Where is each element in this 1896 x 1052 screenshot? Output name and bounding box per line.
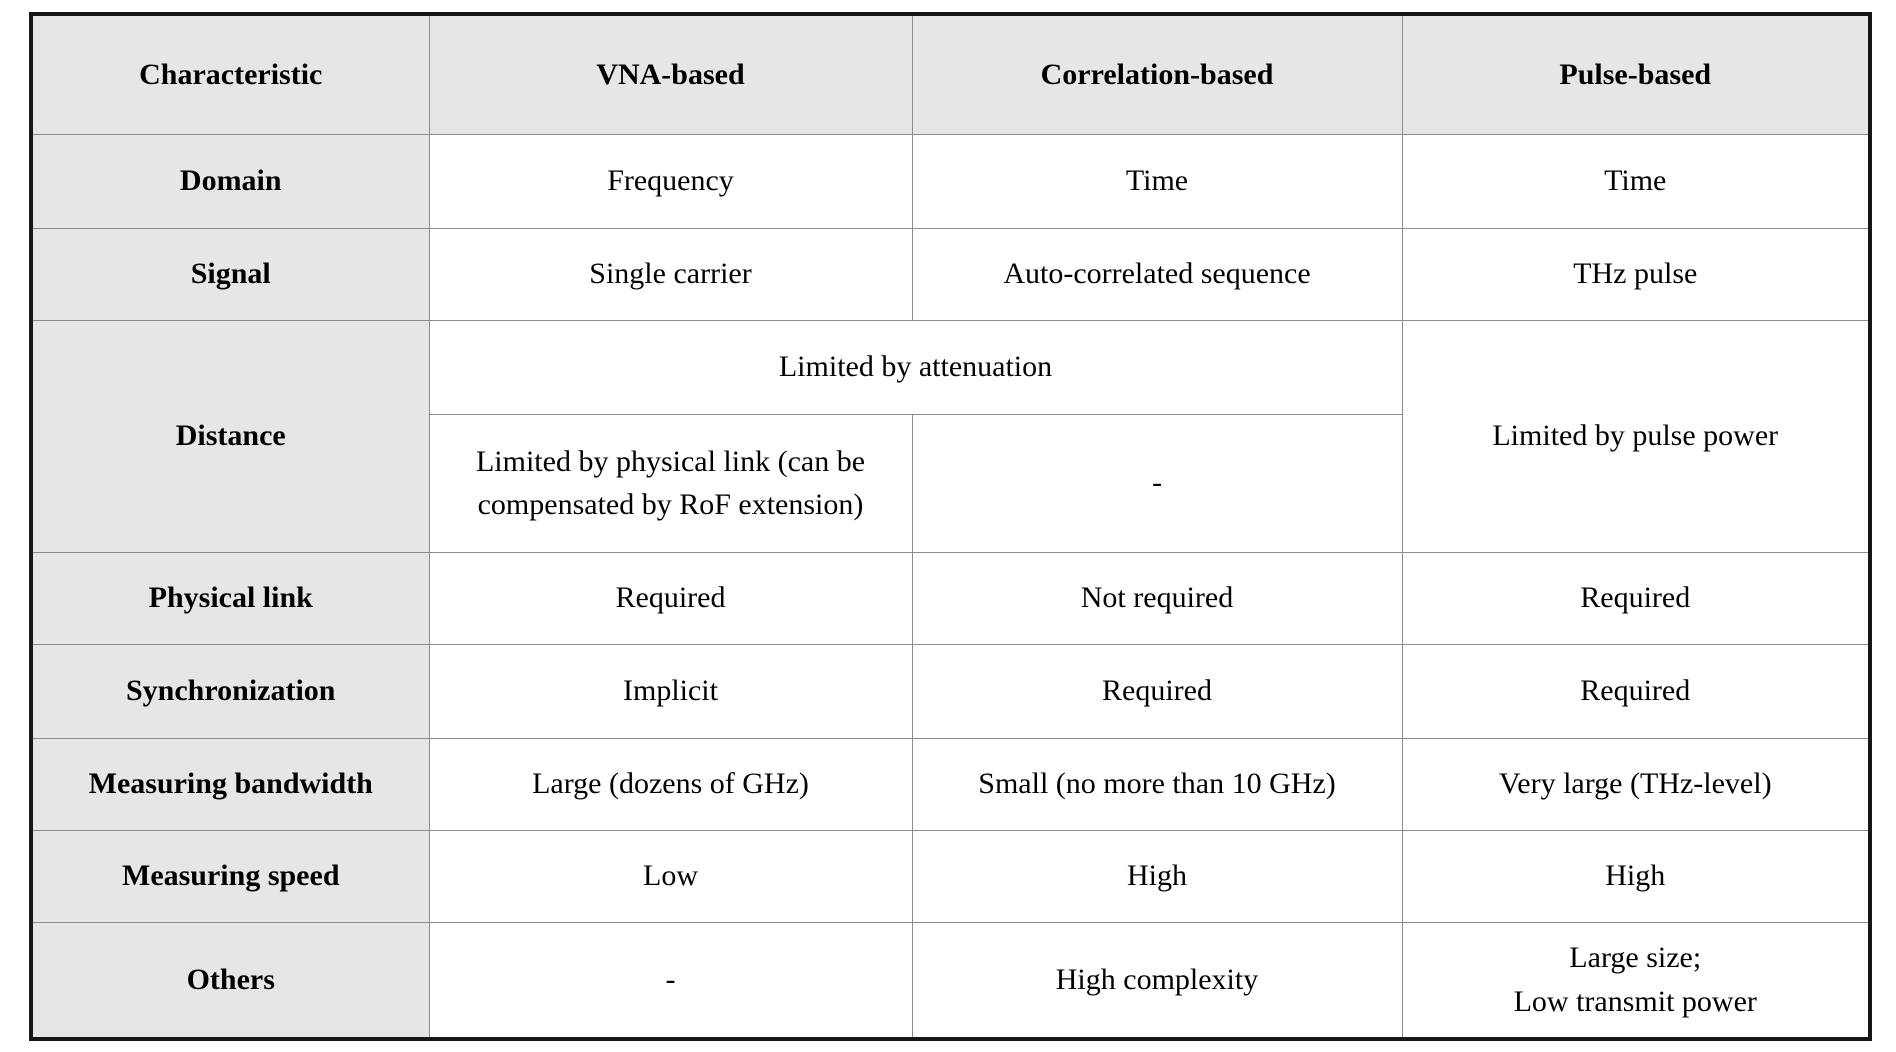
row-label-physical-link: Physical link (30, 551, 430, 645)
cell-measuring-speed-pulse: High (1401, 829, 1871, 923)
cell-domain-pulse: Time (1401, 133, 1871, 229)
cell-signal-pulse: THz pulse (1401, 227, 1871, 321)
cell-physical-link-pulse: Required (1401, 551, 1871, 645)
cell-measuring-bandwidth-vna: Large (dozens of GHz) (428, 737, 913, 831)
cell-others-vna: - (428, 921, 913, 1040)
cell-others-pulse-line1: Large size; (1569, 941, 1702, 975)
cell-signal-correlation: Auto-correlated sequence (911, 227, 1403, 321)
comparison-table: Characteristic VNA-based Correlation-bas… (29, 12, 1872, 1041)
cell-others-pulse: Large size; Low transmit power (1401, 921, 1871, 1040)
row-label-signal: Signal (30, 227, 430, 321)
cell-measuring-speed-vna: Low (428, 829, 913, 923)
cell-measuring-bandwidth-pulse: Very large (THz-level) (1401, 737, 1871, 831)
table-row-synchronization: Synchronization Implicit Required Requir… (30, 643, 1871, 739)
cell-measuring-speed-correlation: High (911, 829, 1403, 923)
column-header-characteristic: Characteristic (30, 13, 430, 135)
table-row-domain: Domain Frequency Time Time (30, 133, 1871, 229)
cell-distance-vna: Limited by physical link (can be compens… (428, 413, 913, 553)
column-header-pulse-based: Pulse-based (1401, 13, 1871, 135)
cell-distance-pulse: Limited by pulse power (1401, 319, 1871, 553)
column-header-correlation-based: Correlation-based (911, 13, 1403, 135)
cell-synchronization-correlation: Required (911, 643, 1403, 739)
cell-physical-link-vna: Required (428, 551, 913, 645)
cell-others-correlation: High complexity (911, 921, 1403, 1040)
row-label-synchronization: Synchronization (30, 643, 430, 739)
cell-domain-vna: Frequency (428, 133, 913, 229)
cell-distance-vna-correlation-shared: Limited by attenuation (428, 319, 1403, 415)
cell-distance-correlation: - (911, 413, 1403, 553)
table-row-distance-upper: Distance Limited by attenuation Limited … (30, 319, 1871, 553)
row-label-others: Others (30, 921, 430, 1040)
cell-others-pulse-line2: Low transmit power (1513, 984, 1757, 1018)
table-row-signal: Signal Single carrier Auto-correlated se… (30, 227, 1871, 321)
cell-domain-correlation: Time (911, 133, 1403, 229)
table-row-distance-lower: Limited by physical link (can be compens… (31, 413, 1870, 553)
table-row-physical-link: Physical link Required Not required Requ… (30, 551, 1871, 645)
cell-measuring-bandwidth-correlation: Small (no more than 10 GHz) (911, 737, 1403, 831)
row-label-measuring-speed: Measuring speed (30, 829, 430, 923)
cell-signal-vna: Single carrier (428, 227, 913, 321)
table-row-others: Others - High complexity Large size; Low… (30, 921, 1871, 1040)
column-header-vna-based: VNA-based (428, 13, 913, 135)
table-row-measuring-speed: Measuring speed Low High High (30, 829, 1871, 923)
cell-synchronization-vna: Implicit (428, 643, 913, 739)
cell-physical-link-correlation: Not required (911, 551, 1403, 645)
row-label-distance: Distance (30, 319, 430, 553)
row-label-domain: Domain (30, 133, 430, 229)
cell-synchronization-pulse: Required (1401, 643, 1871, 739)
table-row-measuring-bandwidth: Measuring bandwidth Large (dozens of GHz… (30, 737, 1871, 831)
header-row: Characteristic VNA-based Correlation-bas… (30, 13, 1871, 135)
row-label-measuring-bandwidth: Measuring bandwidth (30, 737, 430, 831)
